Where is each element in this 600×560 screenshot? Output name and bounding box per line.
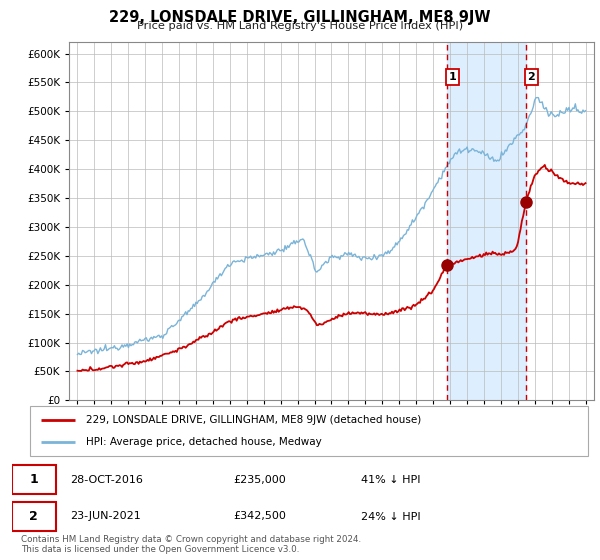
Bar: [447, 42, 526, 400]
Text: 2: 2: [29, 510, 38, 523]
Text: 41% ↓ HPI: 41% ↓ HPI: [361, 474, 421, 484]
Text: £342,500: £342,500: [233, 511, 286, 521]
Text: 229, LONSDALE DRIVE, GILLINGHAM, ME8 9JW: 229, LONSDALE DRIVE, GILLINGHAM, ME8 9JW: [109, 10, 491, 25]
Text: £235,000: £235,000: [233, 474, 286, 484]
Text: HPI: Average price, detached house, Medway: HPI: Average price, detached house, Medw…: [86, 437, 322, 447]
Text: 2: 2: [527, 72, 535, 82]
Text: Price paid vs. HM Land Registry's House Price Index (HPI): Price paid vs. HM Land Registry's House …: [137, 21, 463, 31]
Text: 1: 1: [29, 473, 38, 486]
FancyBboxPatch shape: [12, 465, 56, 494]
Text: 1: 1: [449, 72, 457, 82]
FancyBboxPatch shape: [12, 502, 56, 531]
Text: 229, LONSDALE DRIVE, GILLINGHAM, ME8 9JW (detached house): 229, LONSDALE DRIVE, GILLINGHAM, ME8 9JW…: [86, 415, 421, 425]
Text: 24% ↓ HPI: 24% ↓ HPI: [361, 511, 421, 521]
Text: Contains HM Land Registry data © Crown copyright and database right 2024.
This d: Contains HM Land Registry data © Crown c…: [21, 535, 361, 554]
Text: 28-OCT-2016: 28-OCT-2016: [70, 474, 143, 484]
Text: 23-JUN-2021: 23-JUN-2021: [70, 511, 141, 521]
FancyBboxPatch shape: [30, 406, 588, 456]
